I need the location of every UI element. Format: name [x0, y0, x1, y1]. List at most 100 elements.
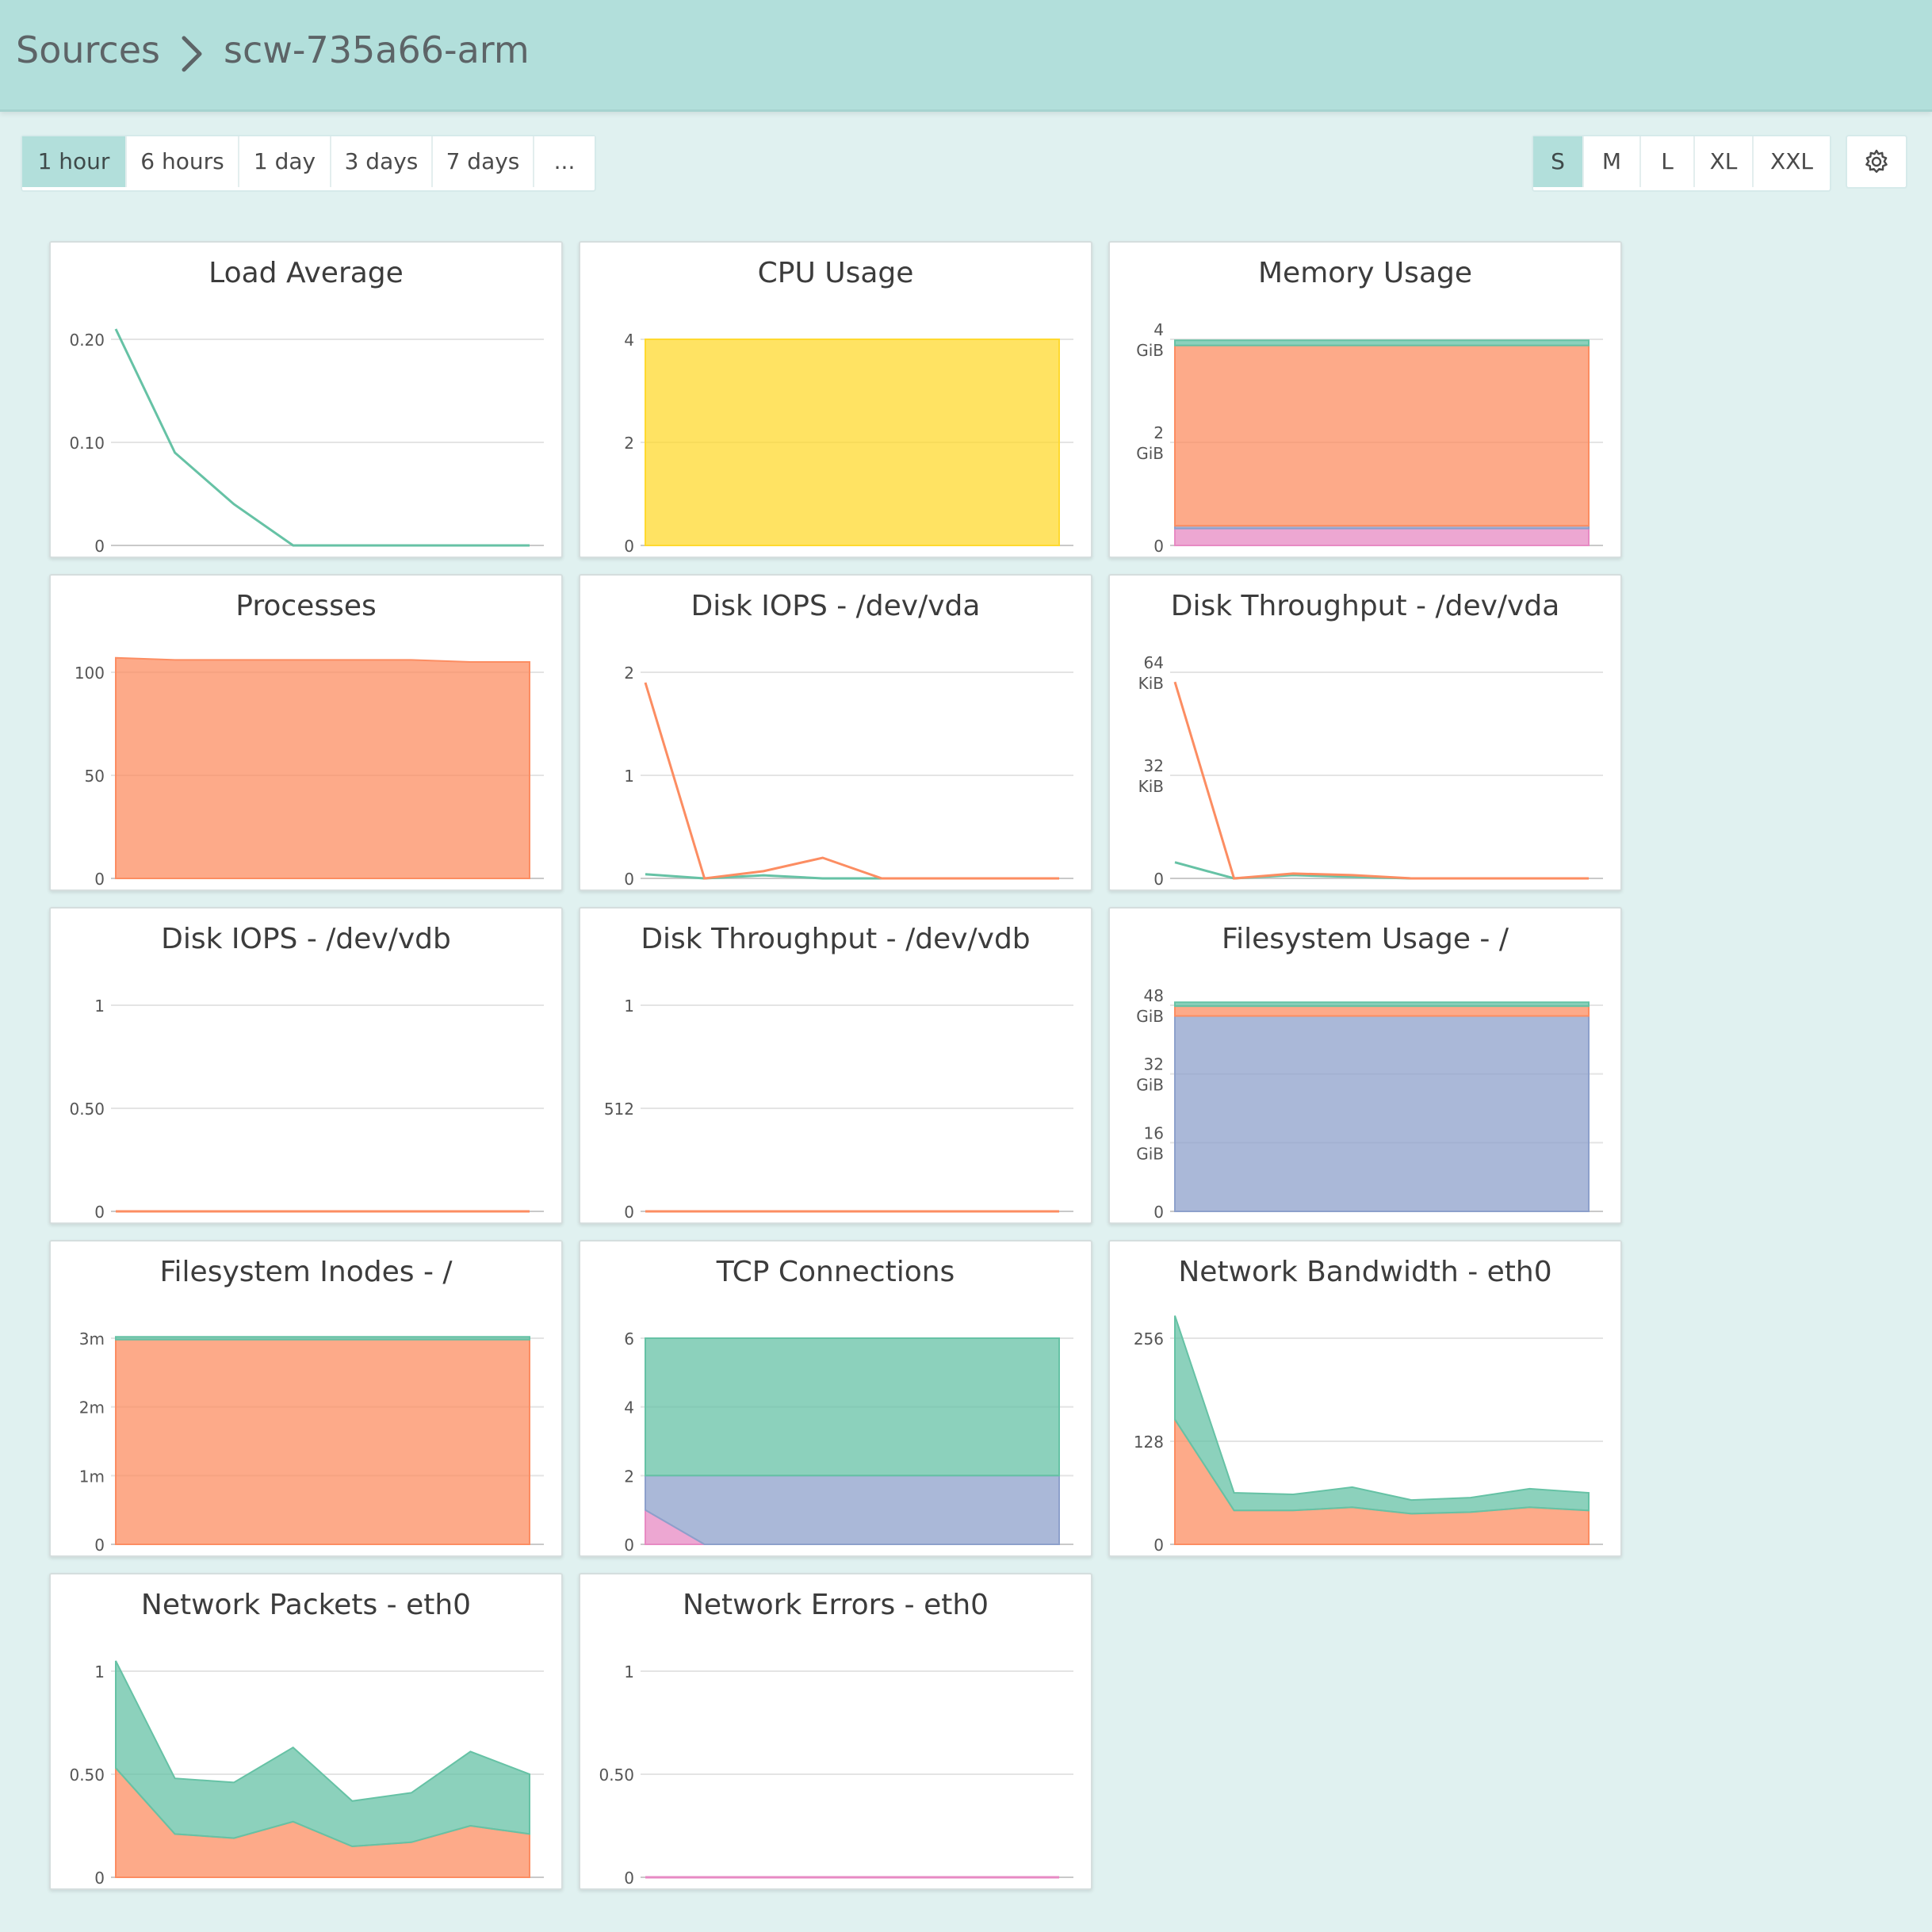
time-range-1-day-button[interactable]: 1 day	[239, 136, 331, 187]
y-tick-label: 4	[624, 1398, 634, 1417]
size-xxl-button[interactable]: XXL	[1754, 136, 1830, 187]
y-tick-label: 100	[75, 664, 105, 683]
top-bar: Sources scw-735a66-arm	[0, 0, 1932, 112]
y-tick-label: 0	[624, 1203, 634, 1222]
y-tick-label: 0.20	[69, 331, 105, 350]
chart-plot: 1 512 0	[604, 997, 1073, 1222]
chart-card-filesystem-usage[interactable]: Filesystem Usage - / 48 GiB 32 GiB 16 GiB 0	[1108, 907, 1622, 1224]
chart-card-load-average[interactable]: Load Average 0.20 0.10 0	[49, 241, 563, 558]
y-tick-label: 1	[94, 1662, 105, 1681]
chart-title: Disk Throughput - /dev/vda	[1170, 590, 1560, 622]
y-tick-label: 0	[1153, 1203, 1164, 1222]
chart-title: Filesystem Inodes - /	[159, 1256, 453, 1288]
chart-plot: 0.20 0.10 0	[69, 328, 544, 556]
y-tick-label: 0	[624, 1869, 634, 1888]
chart-card-network-packets-eth0[interactable]: Network Packets - eth0 1 0.50 0	[49, 1573, 563, 1890]
y-tick-label: 1m	[79, 1467, 105, 1486]
series-line-1	[1173, 681, 1589, 880]
series-line-0	[114, 328, 530, 547]
y-tick-label: 6	[624, 1329, 634, 1349]
series-area-0	[115, 1338, 530, 1545]
chevron-right-icon	[182, 36, 202, 72]
series-area-1	[1174, 1315, 1590, 1515]
chart-plot: 100 50 0	[75, 656, 544, 889]
y-tick-label: 16 GiB	[1136, 1123, 1164, 1163]
y-tick-label: 32 KiB	[1138, 756, 1164, 796]
y-tick-label: 0	[1153, 870, 1164, 889]
series-area-0	[645, 339, 1060, 546]
series-area-1	[645, 1475, 1060, 1545]
y-tick-label: 1	[624, 997, 634, 1016]
chart-card-disk-throughput-dev-vdb[interactable]: Disk Throughput - /dev/vdb 1 512 0	[579, 907, 1092, 1224]
time-range-1-hour-button[interactable]: 1 hour	[22, 136, 127, 187]
y-tick-label: 0	[94, 1203, 105, 1222]
chart-plot: 256 128 0	[1134, 1315, 1603, 1555]
chart-title: Processes	[235, 590, 377, 622]
y-tick-label: 64 KiB	[1138, 653, 1164, 693]
series-area-2	[1174, 1001, 1590, 1008]
time-range-6-hours-button[interactable]: 6 hours	[127, 136, 239, 187]
series-area-1	[115, 1336, 530, 1341]
y-tick-label: 256	[1134, 1329, 1164, 1349]
y-tick-label: 0	[94, 1536, 105, 1555]
chart-card-tcp-connections[interactable]: TCP Connections 6 4 2 0	[579, 1240, 1092, 1557]
y-tick-label: 4	[624, 331, 634, 350]
y-tick-label: 50	[85, 767, 105, 786]
time-range-selector: 1 hour 6 hours 1 day 3 days 7 days ...	[21, 135, 596, 192]
y-tick-label: 32 GiB	[1136, 1055, 1164, 1095]
settings-button[interactable]	[1846, 135, 1907, 189]
chart-card-disk-throughput-dev-vda[interactable]: Disk Throughput - /dev/vda 64 KiB 32 KiB 0	[1108, 574, 1622, 891]
y-tick-label: 4 GiB	[1136, 320, 1164, 360]
time-range-more-button[interactable]: ...	[534, 136, 595, 187]
series-line-1	[644, 682, 1059, 880]
chart-plot: 64 KiB 32 KiB 0	[1138, 653, 1603, 889]
chart-card-cpu-usage[interactable]: CPU Usage 4 2 0	[579, 241, 1092, 558]
chart-card-disk-iops-dev-vda[interactable]: Disk IOPS - /dev/vda 2 1 0	[579, 574, 1092, 891]
chart-title: CPU Usage	[757, 257, 914, 289]
chart-card-disk-iops-dev-vdb[interactable]: Disk IOPS - /dev/vdb 1 0.50 0	[49, 907, 563, 1224]
series-area-2	[1174, 344, 1590, 527]
y-tick-label: 0.10	[69, 434, 105, 453]
series-area-0	[115, 656, 530, 879]
breadcrumb-current-source: scw-735a66-arm	[224, 29, 530, 71]
chart-card-filesystem-inodes[interactable]: Filesystem Inodes - / 3m 2m 1m 0	[49, 1240, 563, 1557]
chart-card-memory-usage[interactable]: Memory Usage 4 GiB 2 GiB 0	[1108, 241, 1622, 558]
y-tick-label: 0.50	[599, 1766, 634, 1785]
y-tick-label: 512	[604, 1100, 634, 1119]
chart-plot: 6 4 2 0	[624, 1329, 1073, 1555]
chart-title: Network Errors - eth0	[682, 1589, 989, 1621]
time-range-3-days-button[interactable]: 3 days	[331, 136, 433, 187]
series-area-0	[1174, 527, 1590, 546]
chart-title: Disk IOPS - /dev/vdb	[161, 923, 451, 955]
chart-plot: 1 0.50 0	[599, 1662, 1073, 1888]
chart-title: Load Average	[209, 257, 404, 289]
chart-title: Disk Throughput - /dev/vdb	[641, 923, 1031, 955]
chart-title: Filesystem Usage - /	[1221, 923, 1509, 955]
chart-title: Memory Usage	[1257, 257, 1473, 289]
y-tick-label: 0	[1153, 1536, 1164, 1555]
time-range-7-days-button[interactable]: 7 days	[433, 136, 534, 187]
series-area-0	[1174, 1417, 1590, 1545]
y-tick-label: 48 GiB	[1136, 986, 1164, 1026]
series-area-1	[115, 1660, 530, 1848]
chart-size-selector: S M L XL XXL	[1532, 135, 1831, 192]
chart-plot: 1 0.50 0	[69, 1660, 544, 1888]
series-area-2	[645, 1337, 1060, 1477]
y-tick-label: 2m	[79, 1398, 105, 1417]
y-tick-label: 0	[94, 870, 105, 889]
breadcrumb-sources-link[interactable]: Sources	[16, 29, 160, 71]
chart-card-network-bandwidth-eth0[interactable]: Network Bandwidth - eth0 256 128 0	[1108, 1240, 1622, 1557]
series-area-0	[1174, 1015, 1590, 1212]
size-l-button[interactable]: L	[1641, 136, 1695, 187]
chart-card-network-errors-eth0[interactable]: Network Errors - eth0 1 0.50 0	[579, 1573, 1092, 1890]
y-tick-label: 2 GiB	[1136, 423, 1164, 463]
chart-title: Network Bandwidth - eth0	[1178, 1256, 1552, 1288]
size-s-button[interactable]: S	[1533, 136, 1584, 187]
y-tick-label: 2	[624, 664, 634, 683]
chart-plot: 3m 2m 1m 0	[79, 1329, 544, 1555]
chart-card-processes[interactable]: Processes 100 50 0	[49, 574, 563, 891]
y-tick-label: 1	[624, 1662, 634, 1681]
size-xl-button[interactable]: XL	[1695, 136, 1754, 187]
size-m-button[interactable]: M	[1584, 136, 1641, 187]
y-tick-label: 1	[94, 997, 105, 1016]
